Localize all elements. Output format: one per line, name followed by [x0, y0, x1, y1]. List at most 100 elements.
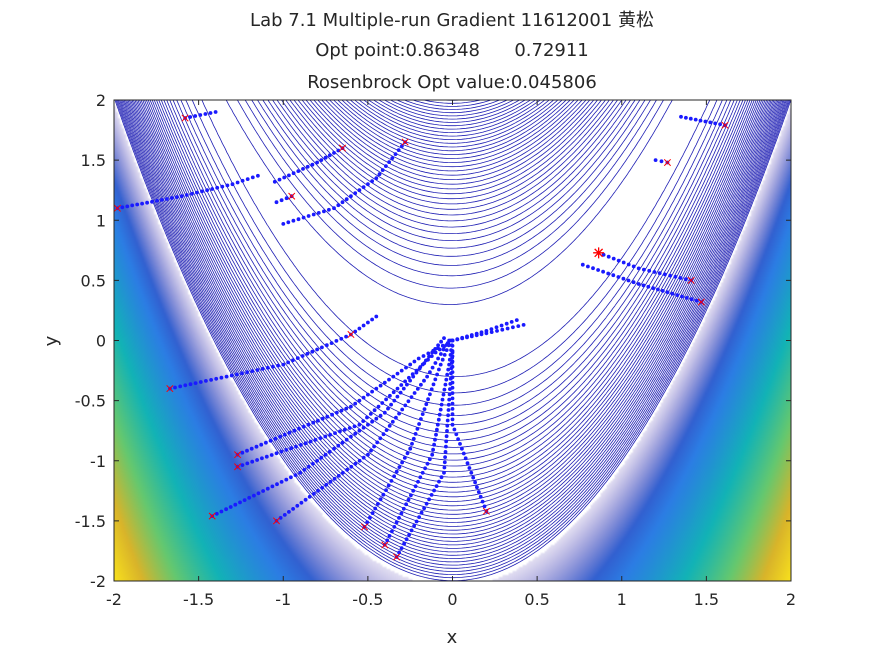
- path-dot: [336, 473, 341, 478]
- path-dot: [145, 200, 150, 205]
- path-dot: [297, 426, 301, 431]
- path-dot: [190, 191, 194, 196]
- path-dot: [245, 448, 249, 453]
- y-tick-label: 1.5: [81, 151, 106, 170]
- path-dot: [344, 406, 349, 411]
- path-dot: [213, 110, 218, 114]
- path-dot: [349, 194, 353, 199]
- path-dot: [437, 412, 442, 417]
- path-dot: [455, 337, 460, 342]
- path-dot: [332, 151, 336, 155]
- path-dot: [436, 417, 441, 422]
- path-dot: [426, 351, 431, 356]
- path-dot: [437, 479, 441, 484]
- y-tick-label: 0: [96, 332, 106, 351]
- contour-line: [134, 100, 772, 527]
- start-point-marker: [381, 541, 389, 549]
- path-dot: [450, 401, 455, 406]
- path-dot: [387, 534, 392, 538]
- path-dot: [388, 393, 392, 398]
- path-dot: [406, 497, 411, 502]
- path-dot: [433, 350, 438, 355]
- path-dot: [401, 506, 406, 511]
- path-dot: [415, 427, 420, 431]
- path-dot: [369, 448, 373, 453]
- path-dot: [460, 336, 465, 341]
- contour-line: [136, 100, 771, 523]
- path-dot: [586, 264, 590, 269]
- start-markers: [114, 114, 729, 561]
- path-dot: [330, 412, 334, 417]
- path-dot: [339, 408, 344, 413]
- path-dot: [445, 418, 450, 423]
- path-dot: [713, 121, 718, 126]
- path-dot: [411, 436, 416, 441]
- path-dot: [261, 489, 265, 493]
- contour-line: [191, 100, 718, 394]
- path-dot: [332, 206, 336, 211]
- path-dot: [390, 529, 394, 534]
- path-dot: [370, 511, 375, 515]
- path-dot: [708, 120, 713, 125]
- path-dot: [269, 453, 274, 457]
- path-dot: [289, 475, 293, 480]
- path-dot: [332, 476, 337, 481]
- path-dot: [397, 465, 402, 469]
- path-dot: [421, 354, 426, 358]
- path-dot: [289, 446, 294, 451]
- path-dot: [505, 326, 510, 331]
- path-dot: [439, 339, 443, 344]
- path-dot: [291, 171, 296, 176]
- path-dot: [376, 502, 380, 506]
- path-dot: [450, 417, 455, 422]
- path-dot: [323, 155, 328, 160]
- path-dot: [302, 467, 307, 472]
- path-dot: [458, 442, 462, 446]
- path-dot: [489, 330, 494, 334]
- path-dot: [621, 276, 626, 281]
- path-dot: [281, 222, 286, 226]
- path-dot: [428, 392, 432, 397]
- path-dot: [287, 510, 291, 514]
- contour-line: [156, 100, 751, 473]
- x-tick-label: -2: [106, 590, 122, 609]
- path-dot: [198, 380, 203, 384]
- path-dot: [240, 450, 245, 455]
- path-dot: [446, 402, 451, 407]
- contour-line: [201, 100, 711, 377]
- path-dot: [431, 382, 436, 387]
- path-dot: [264, 454, 269, 459]
- path-dot: [235, 372, 239, 377]
- path-dot: [299, 500, 304, 505]
- path-dot: [516, 324, 521, 328]
- path-dot: [480, 499, 485, 504]
- path-dot: [430, 365, 435, 370]
- path-dot: [366, 452, 370, 457]
- path-dot: [260, 367, 265, 371]
- path-dot: [670, 291, 675, 296]
- path-dot: [422, 407, 427, 411]
- path-dot: [255, 368, 260, 372]
- path-dot: [295, 503, 300, 508]
- x-tick-label: 0.5: [524, 590, 549, 609]
- path-dot: [265, 486, 270, 491]
- path-dot: [301, 215, 306, 220]
- path-dot: [188, 382, 193, 387]
- path-dot: [375, 440, 380, 445]
- path-dot: [404, 502, 408, 507]
- path-dot: [250, 175, 255, 180]
- path-dot: [626, 262, 631, 267]
- path-dot: [425, 374, 429, 379]
- path-dot: [439, 402, 444, 407]
- path-dot: [405, 382, 409, 387]
- path-dot: [469, 334, 474, 339]
- path-dot: [366, 320, 370, 325]
- path-dot: [389, 479, 394, 483]
- path-dot: [150, 199, 154, 204]
- path-dot: [247, 495, 252, 500]
- x-tick-label: 1: [617, 590, 627, 609]
- path-dot: [452, 427, 457, 432]
- path-dot: [441, 347, 446, 352]
- path-dot: [398, 390, 403, 395]
- path-dot: [308, 439, 313, 444]
